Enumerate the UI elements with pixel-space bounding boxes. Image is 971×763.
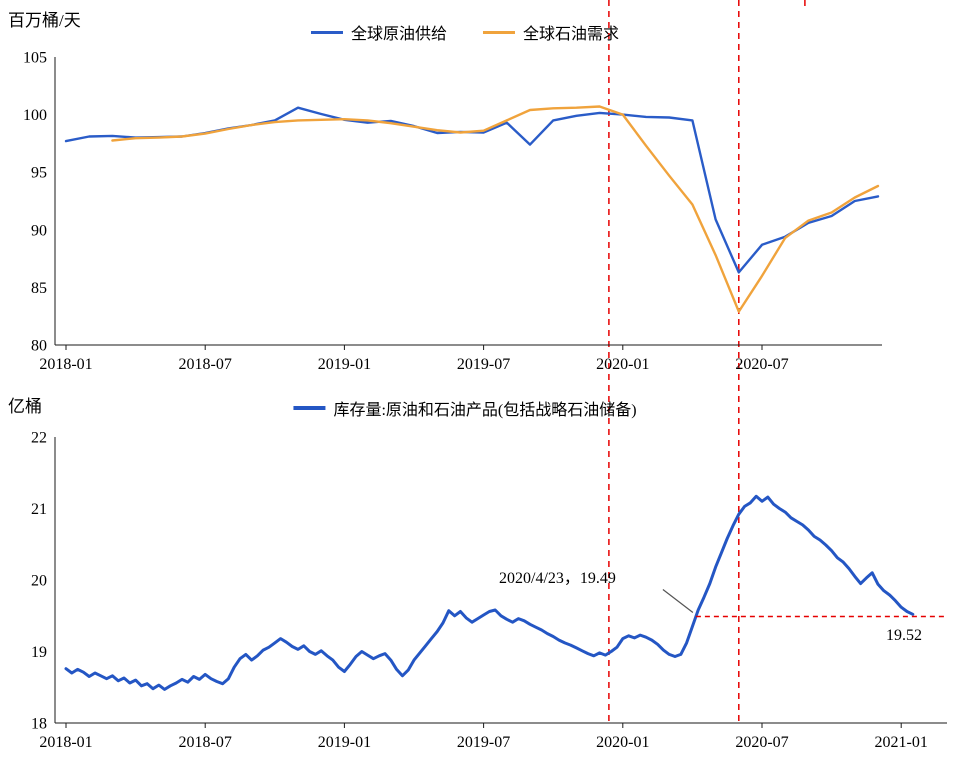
y-tick-label: 105	[23, 50, 47, 67]
y-tick-label: 80	[31, 338, 47, 355]
y-tick-label: 22	[31, 430, 47, 447]
x-tick-label: 2018-01	[39, 734, 92, 751]
x-tick-label: 2019-07	[457, 734, 510, 751]
x-tick-label: 2018-07	[179, 734, 232, 751]
inventory-end-value-label: 19.52	[886, 627, 922, 644]
legend-item-demand: 全球石油需求	[483, 20, 619, 44]
y-tick-label: 20	[31, 573, 47, 590]
y-tick-label: 85	[31, 280, 47, 297]
line-series-1	[111, 105, 880, 313]
x-tick-label: 2018-01	[39, 356, 92, 373]
y-tick-label: 100	[23, 107, 47, 124]
x-tick-label: 2021-01	[875, 734, 928, 751]
demand-line-swatch	[483, 30, 515, 34]
x-tick-label: 2019-07	[457, 356, 510, 373]
annotation-connector	[662, 589, 694, 613]
legend-item-inventory: 库存量:原油和石油产品(包括战略石油储备)	[293, 396, 637, 420]
y-tick-label: 21	[31, 501, 47, 518]
x-tick-label: 2019-01	[318, 356, 371, 373]
line-series-0	[64, 494, 915, 691]
x-tick-label: 2019-01	[318, 734, 371, 751]
x-tick-label: 2020-07	[735, 734, 788, 751]
y-tick-label: 18	[31, 716, 47, 733]
supply-line-swatch	[310, 30, 343, 34]
bottom-chart-unit-label: 亿桶	[8, 397, 42, 416]
x-tick-label: 2020-07	[735, 356, 788, 373]
legend-label-inventory: 库存量:原油和石油产品(包括战略石油储备)	[333, 402, 637, 419]
y-tick-label: 19	[31, 644, 47, 661]
inventory-date-annotation: 2020/4/23，19.49	[499, 570, 616, 587]
x-tick-label: 2020-01	[596, 734, 649, 751]
top-chart-legend: 全球原油供给 全球石油需求	[310, 20, 619, 44]
legend-label-demand: 全球石油需求	[523, 26, 620, 43]
x-tick-label: 2020-01	[596, 356, 649, 373]
legend-label-supply: 全球原油供给	[350, 26, 447, 43]
legend-item-supply: 全球原油供给	[310, 20, 447, 44]
bottom-chart-legend: 库存量:原油和石油产品(包括战略石油储备)	[293, 396, 637, 420]
x-tick-label: 2018-07	[179, 356, 232, 373]
y-tick-label: 95	[31, 165, 47, 182]
inventory-line-swatch	[293, 406, 326, 410]
top-chart-unit-label: 百万桶/天	[8, 11, 81, 30]
y-tick-label: 90	[31, 222, 47, 239]
